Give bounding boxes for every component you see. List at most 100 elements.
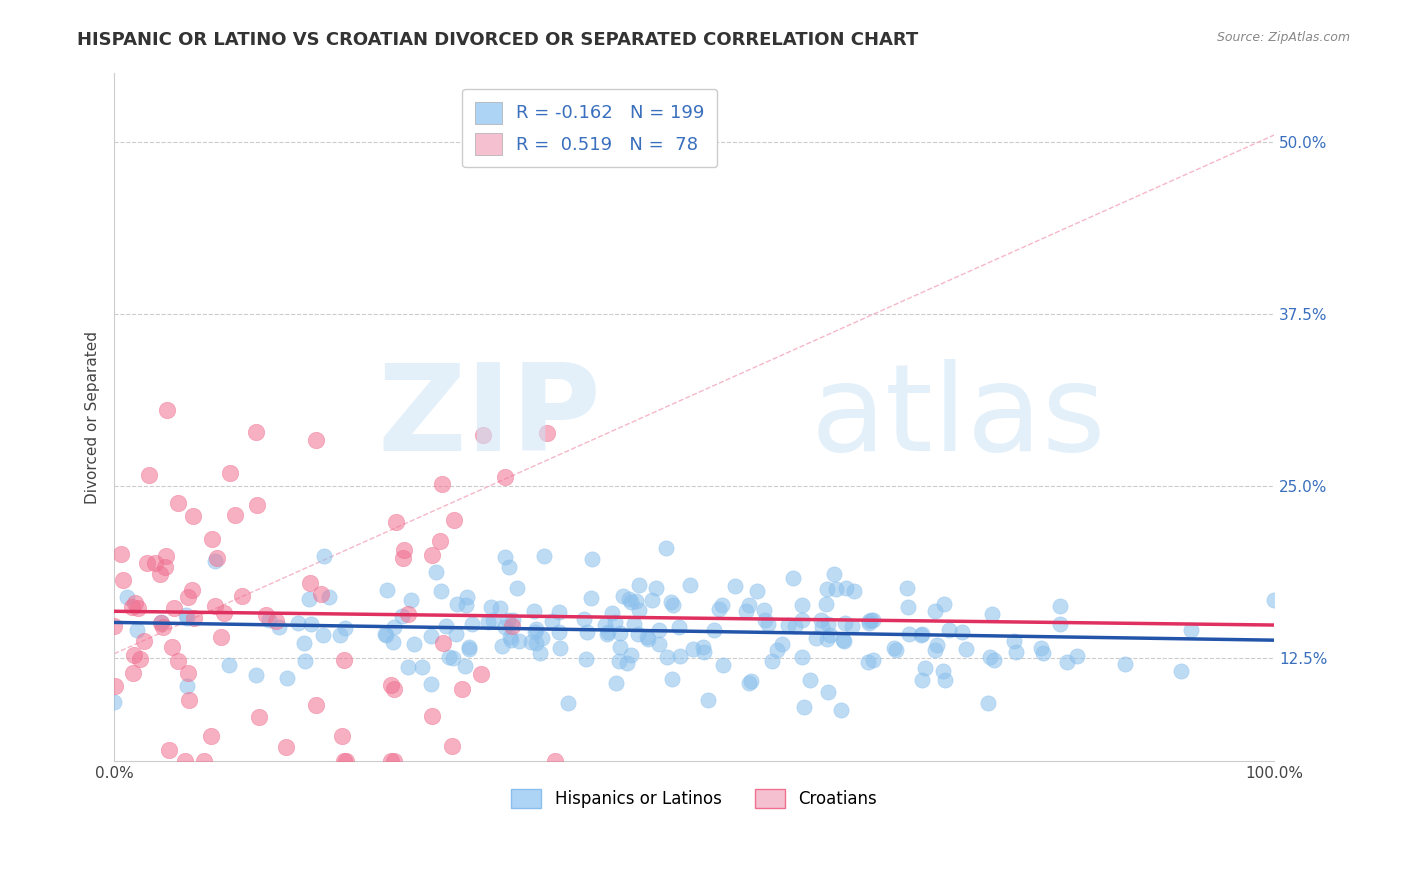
Point <box>1002 634 1025 648</box>
Point <box>862 613 884 627</box>
Point <box>540 614 562 628</box>
Point <box>245 667 267 681</box>
Point <box>299 576 322 591</box>
Point <box>1066 648 1088 663</box>
Point <box>883 641 905 656</box>
Point <box>620 595 643 609</box>
Point <box>815 582 838 596</box>
Point <box>832 633 855 648</box>
Point <box>925 638 948 652</box>
Point <box>1170 664 1192 678</box>
Point <box>841 619 863 633</box>
Point <box>200 533 222 547</box>
Point <box>149 615 172 630</box>
Point <box>818 628 841 642</box>
Point <box>318 590 340 604</box>
Point <box>460 616 482 631</box>
Point <box>264 614 287 628</box>
Point <box>817 685 839 699</box>
Point <box>153 560 176 574</box>
Point <box>596 627 619 641</box>
Point <box>494 470 516 484</box>
Point <box>167 496 190 510</box>
Point <box>454 598 477 612</box>
Point <box>125 623 148 637</box>
Text: Source: ZipAtlas.com: Source: ZipAtlas.com <box>1216 31 1350 45</box>
Point <box>138 467 160 482</box>
Point <box>575 652 598 666</box>
Point <box>174 608 197 623</box>
Point <box>420 676 443 690</box>
Point <box>267 620 290 634</box>
Point <box>299 617 322 632</box>
Point <box>823 566 845 581</box>
Point <box>648 623 671 637</box>
Point <box>305 433 328 447</box>
Point <box>896 581 918 595</box>
Point <box>246 499 269 513</box>
Point <box>149 615 172 630</box>
Legend: Hispanics or Latinos, Croatians: Hispanics or Latinos, Croatians <box>505 782 884 814</box>
Point <box>858 614 880 628</box>
Point <box>1114 657 1136 671</box>
Point <box>600 606 623 620</box>
Point <box>824 582 846 597</box>
Point <box>711 658 734 673</box>
Point <box>166 655 188 669</box>
Point <box>693 645 716 659</box>
Point <box>1029 641 1052 656</box>
Point <box>1180 623 1202 637</box>
Point <box>396 607 419 622</box>
Point <box>396 659 419 673</box>
Point <box>420 549 443 563</box>
Point <box>1049 617 1071 632</box>
Point <box>776 617 799 632</box>
Point <box>494 550 516 565</box>
Point <box>536 425 558 440</box>
Point <box>952 625 974 640</box>
Point <box>385 515 408 529</box>
Point <box>523 624 546 639</box>
Point <box>122 666 145 681</box>
Point <box>312 628 335 642</box>
Point <box>374 627 396 641</box>
Point <box>375 582 398 597</box>
Point <box>121 600 143 615</box>
Point <box>429 534 451 549</box>
Point <box>862 653 884 667</box>
Point <box>496 613 519 627</box>
Point <box>274 739 297 754</box>
Point <box>482 613 505 627</box>
Point <box>276 671 298 685</box>
Text: atlas: atlas <box>810 359 1107 475</box>
Text: HISPANIC OR LATINO VS CROATIAN DIVORCED OR SEPARATED CORRELATION CHART: HISPANIC OR LATINO VS CROATIAN DIVORCED … <box>77 31 918 49</box>
Point <box>557 696 579 710</box>
Point <box>506 582 529 596</box>
Point <box>612 589 634 603</box>
Point <box>224 508 246 522</box>
Point <box>979 649 1001 664</box>
Point <box>411 660 433 674</box>
Point <box>444 627 467 641</box>
Point <box>815 597 838 611</box>
Point <box>380 754 402 768</box>
Point <box>380 678 402 692</box>
Point <box>641 593 664 607</box>
Point <box>143 556 166 570</box>
Point <box>579 591 602 606</box>
Point <box>491 639 513 653</box>
Point <box>910 628 932 642</box>
Point <box>437 649 460 664</box>
Point <box>399 592 422 607</box>
Point <box>257 613 280 627</box>
Point <box>817 616 839 631</box>
Point <box>526 636 548 650</box>
Point <box>740 674 762 689</box>
Point <box>811 620 834 634</box>
Point <box>756 617 779 632</box>
Point <box>219 466 242 480</box>
Point <box>609 640 631 654</box>
Point <box>247 710 270 724</box>
Point <box>531 631 554 645</box>
Point <box>548 624 571 639</box>
